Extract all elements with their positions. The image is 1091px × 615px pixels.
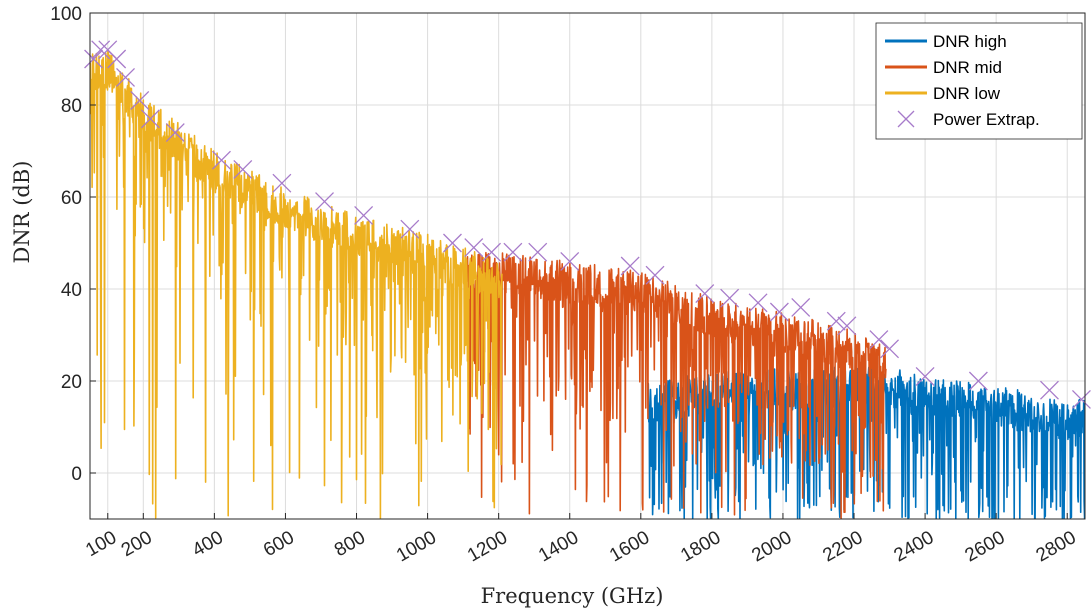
power-extrap-point	[748, 293, 768, 313]
series-line-dnr-mid	[465, 251, 887, 519]
y-tick-label-60: 60	[61, 188, 82, 209]
power-extrap-point	[84, 49, 104, 69]
power-extrap-point	[140, 109, 160, 129]
legend-label-dnr-low: DNR low	[933, 84, 1001, 103]
power-extrap-point	[400, 219, 420, 239]
power-extrap-point	[620, 256, 640, 276]
power-extrap-point	[212, 150, 231, 170]
power-extrap-point	[443, 233, 462, 253]
power-extrap-markers	[84, 40, 1091, 409]
power-extrap-point	[695, 284, 715, 304]
power-extrap-point	[826, 311, 846, 331]
power-extrap-point	[1071, 389, 1091, 409]
x-tick-label-2600: 2600	[962, 527, 1009, 566]
y-tick-label-40: 40	[61, 280, 82, 301]
power-extrap-point	[528, 242, 548, 262]
power-extrap-point	[869, 330, 889, 350]
power-extrap-point	[130, 90, 150, 110]
legend-entry-dnr-low: DNR low	[885, 84, 1001, 103]
power-extrap-point	[315, 192, 334, 212]
x-tick-label-800: 800	[331, 527, 369, 561]
power-extrap-point	[915, 366, 935, 386]
legend-label-dnr-mid: DNR mid	[933, 58, 1002, 77]
x-tick-label-2000: 2000	[748, 527, 795, 566]
legend-entry-dnr-high: DNR high	[885, 32, 1007, 51]
power-extrap-point	[1040, 380, 1059, 400]
x-tick-label-2200: 2200	[819, 527, 866, 566]
power-extrap-point	[503, 242, 523, 262]
power-extrap-point	[272, 173, 292, 193]
x-tick-label-200: 200	[118, 527, 156, 561]
y-tick-label-20: 20	[61, 372, 82, 393]
x-tick-label-400: 400	[189, 527, 227, 561]
power-extrap-point	[482, 242, 502, 262]
legend: DNR high DNR mid DNR low Power Extrap.	[875, 22, 1083, 140]
x-tick-label-1400: 1400	[535, 527, 582, 566]
power-extrap-point	[560, 251, 580, 271]
x-tick-label-1200: 1200	[464, 527, 511, 566]
power-extrap-point	[880, 339, 900, 359]
y-axis-title: DNR (dB)	[10, 161, 34, 264]
plot-area-frame	[89, 12, 1086, 520]
power-extrap-point	[769, 302, 789, 322]
power-extrap-point	[791, 297, 811, 317]
legend-entry-power-extrap: Power Extrap.	[897, 110, 1040, 129]
x-tick-label-1800: 1800	[677, 527, 724, 566]
x-tick-label-1000: 1000	[393, 527, 440, 566]
power-extrap-point	[233, 159, 253, 179]
power-extrap-point	[107, 49, 127, 69]
y-tick-label-100: 100	[50, 4, 82, 25]
x-axis-title: Frequency (GHz)	[481, 584, 664, 608]
power-extrap-point	[837, 316, 857, 336]
power-extrap-point	[464, 238, 484, 258]
y-tick-label-80: 80	[61, 96, 82, 117]
x-tick-label-2400: 2400	[890, 527, 937, 566]
legend-label-dnr-high: DNR high	[933, 32, 1007, 51]
legend-swatch-power-extrap	[897, 110, 915, 128]
power-extrap-point	[116, 67, 135, 87]
y-tick-labels: 0 20 40 60 80 100	[50, 4, 96, 485]
power-extrap-point	[354, 205, 374, 225]
x-tick-label-600: 600	[260, 527, 298, 561]
power-extrap-point	[720, 288, 740, 308]
x-tick-label-100: 100	[82, 527, 120, 561]
power-extrap-point	[165, 123, 185, 143]
x-tick-label-2800: 2800	[1033, 527, 1080, 566]
legend-label-power-extrap: Power Extrap.	[933, 110, 1040, 129]
power-extrap-point	[645, 265, 665, 285]
x-tick-label-1600: 1600	[606, 527, 653, 566]
power-extrap-point	[91, 40, 111, 60]
power-extrap-point	[968, 371, 988, 391]
legend-entry-dnr-mid: DNR mid	[885, 58, 1002, 77]
y-tick-label-0: 0	[71, 464, 82, 485]
